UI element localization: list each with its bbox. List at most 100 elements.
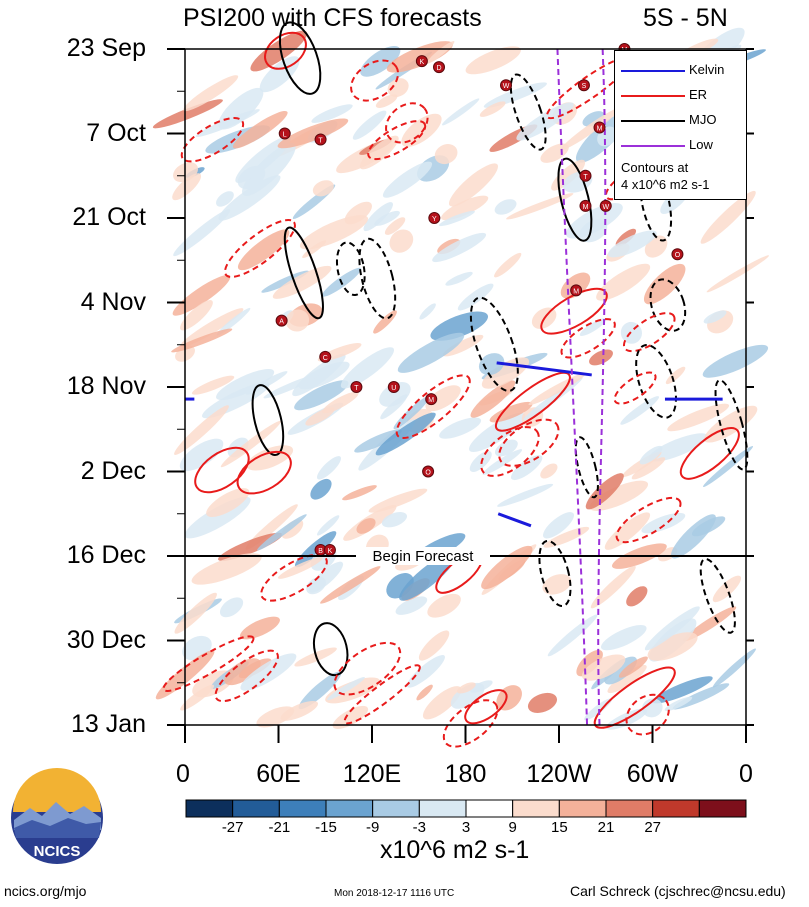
storm-marker: M xyxy=(579,199,592,212)
y-tick-label: 2 Dec xyxy=(80,456,146,485)
colorbar-tick-label: -3 xyxy=(412,819,426,836)
legend-item-kelvin: Kelvin xyxy=(615,61,746,81)
legend-swatch-kelvin xyxy=(621,70,685,72)
anomaly-blob xyxy=(299,215,369,250)
anomaly-blob xyxy=(700,190,756,244)
mjo-contour xyxy=(635,344,677,419)
anomaly-blob xyxy=(374,210,400,226)
anomaly-blob xyxy=(540,463,558,479)
anomaly-blob xyxy=(416,684,433,701)
storm-icon xyxy=(278,127,291,140)
anomaly-blob xyxy=(380,394,408,420)
mjo-contour xyxy=(714,379,749,471)
anomaly-blob xyxy=(702,344,769,378)
er-contour xyxy=(367,120,427,161)
storm-icon xyxy=(579,169,592,182)
storm-icon xyxy=(387,381,400,393)
anomaly-blob xyxy=(527,692,558,713)
mjo-contour xyxy=(335,241,366,297)
anomaly-blob xyxy=(216,307,251,336)
anomaly-blob xyxy=(152,99,223,129)
anomaly-blob xyxy=(280,701,319,721)
colorbar-segment xyxy=(698,799,747,818)
anomaly-blob xyxy=(704,405,758,443)
footer-author: Carl Schreck (cjschrec@ncsu.edu) xyxy=(570,883,786,899)
anomaly-blob xyxy=(482,449,523,475)
storm-label: M xyxy=(573,288,579,295)
anomaly-blob xyxy=(703,445,754,488)
anomaly-blob xyxy=(664,696,693,711)
anomaly-blob xyxy=(312,180,334,197)
er-contour xyxy=(494,371,571,432)
mjo-contour xyxy=(649,278,687,332)
anomaly-blob xyxy=(316,456,342,480)
axis-ticks xyxy=(167,48,754,743)
anomaly-blob xyxy=(589,349,613,366)
anomaly-blob xyxy=(590,565,636,609)
anomaly-blob xyxy=(257,514,307,551)
anomaly-blob xyxy=(641,512,686,534)
anomaly-blob xyxy=(652,676,713,704)
anomaly-blob xyxy=(579,318,607,336)
forecast-label-bg xyxy=(356,547,490,565)
anomaly-blob xyxy=(441,98,480,126)
anomaly-blob xyxy=(510,455,543,481)
anomaly-blob xyxy=(665,366,686,385)
mjo-contour xyxy=(358,237,397,320)
anomaly-blob xyxy=(667,403,730,432)
anomaly-blob xyxy=(648,433,708,462)
anomaly-blob xyxy=(242,142,296,196)
storm-marker: O xyxy=(671,248,684,261)
anomaly-blob xyxy=(439,210,475,227)
mjo-contour xyxy=(278,21,322,95)
storm-label: K xyxy=(328,548,333,555)
anomaly-blob xyxy=(171,328,233,353)
anomaly-blob xyxy=(465,46,521,75)
anomaly-blob xyxy=(441,195,489,221)
y-tick-label: 30 Dec xyxy=(66,625,146,654)
anomaly-blob xyxy=(604,656,637,685)
anomaly-blob xyxy=(425,385,461,412)
y-tick-label: 18 Nov xyxy=(66,372,146,400)
storm-label: M xyxy=(597,125,603,132)
er-contour xyxy=(260,553,328,602)
anomaly-blob xyxy=(439,417,482,439)
anomaly-blob xyxy=(360,45,401,77)
er-contour xyxy=(385,102,429,144)
anomaly-blob xyxy=(497,483,554,507)
colorbar-segment xyxy=(372,799,420,818)
y-tick-label: 7 Oct xyxy=(86,118,146,147)
storm-icon xyxy=(350,381,363,393)
anomaly-blob xyxy=(202,382,270,419)
storm-icon xyxy=(593,121,606,134)
anomaly-blob xyxy=(216,191,234,207)
footer-site: ncics.org/mjo xyxy=(4,883,87,899)
anomaly-blob xyxy=(647,632,698,661)
anomaly-blob xyxy=(712,575,742,603)
anomaly-blob xyxy=(332,705,369,730)
colorbar xyxy=(185,799,747,818)
x-tick-label: 0 xyxy=(739,760,753,788)
storm-icon xyxy=(314,133,327,146)
x-tick-label: 120E xyxy=(342,760,402,788)
anomaly-blob xyxy=(359,135,399,170)
anomaly-blob xyxy=(387,78,409,97)
anomaly-blob xyxy=(620,396,660,425)
logo-text: NCICS xyxy=(34,843,81,860)
colorbar-tick-label: -9 xyxy=(365,819,380,836)
anomaly-blob xyxy=(432,232,487,263)
er-contour xyxy=(395,374,471,439)
anomaly-blob xyxy=(389,229,414,253)
anomaly-blob xyxy=(479,101,506,117)
storm-marker: T xyxy=(314,133,327,146)
kelvin-contour xyxy=(496,361,592,377)
storm-marker: O xyxy=(422,465,435,478)
storm-marker: S xyxy=(577,79,590,92)
anomaly-blob xyxy=(547,614,598,657)
anomaly-blob xyxy=(607,664,647,694)
legend-swatch-low xyxy=(621,145,685,147)
anomaly-blob xyxy=(174,405,229,455)
anomaly-blob xyxy=(395,596,428,615)
anomaly-blob xyxy=(232,110,288,149)
anomaly-blob xyxy=(235,135,291,183)
